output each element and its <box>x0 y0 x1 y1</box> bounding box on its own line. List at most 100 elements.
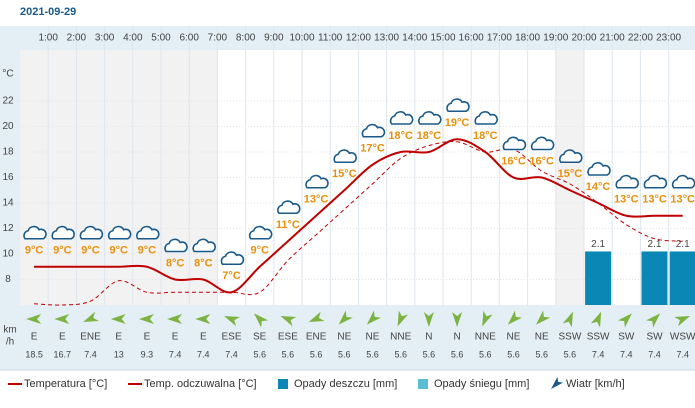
hour-label: 12:00 <box>346 33 371 44</box>
temp-label: 11°C <box>276 219 300 231</box>
weather-icon <box>23 225 47 240</box>
wind-arrow <box>590 311 602 328</box>
wind-arrow <box>617 313 632 328</box>
hour-label: 6:00 <box>179 33 199 44</box>
wind-unit: /h <box>6 337 14 348</box>
temp-label: 9°C <box>109 245 128 257</box>
wind-speed: 7.4 <box>84 349 97 359</box>
wind-direction: NE <box>366 332 380 343</box>
wind-arrow <box>674 315 691 327</box>
wind-direction: WSW <box>670 332 695 343</box>
y-tick-label: 18 <box>2 147 14 158</box>
temp-label: 13°C <box>642 194 667 206</box>
wind-direction: ENE <box>80 332 101 343</box>
hour-label: 15:00 <box>430 33 455 44</box>
wind-speed: 7.4 <box>592 349 605 359</box>
legend-label: Opady śniegu [mm] <box>434 378 529 390</box>
wind-speed: 5.6 <box>282 349 295 359</box>
weather-icon <box>277 200 301 215</box>
hour-label: 20:00 <box>571 33 596 44</box>
wind-arrow <box>138 314 154 324</box>
hour-label: 4:00 <box>123 33 143 44</box>
weather-icon <box>305 174 329 189</box>
hour-label: 13:00 <box>374 33 399 44</box>
weather-icon <box>502 136 527 151</box>
weather-icon <box>333 149 357 164</box>
precip-label: 2.1 <box>648 239 662 250</box>
y-tick-label: 10 <box>2 249 14 260</box>
weather-icon <box>474 111 498 125</box>
precip-bar <box>585 251 612 305</box>
temp-label: 14°C <box>586 181 611 193</box>
weather-icon <box>643 174 668 189</box>
weather-icon <box>107 225 132 240</box>
temp-label: 16°C <box>529 155 554 167</box>
wind-arrow <box>338 310 353 325</box>
wind-arrow <box>308 311 325 323</box>
wind-speed: 5.6 <box>564 349 577 359</box>
weather-icon <box>389 111 414 125</box>
temp-label: 13°C <box>614 194 639 206</box>
temp-label: 15°C <box>332 168 357 180</box>
wind-arrow <box>507 310 522 325</box>
temp-label: 9°C <box>250 245 269 257</box>
hour-label: 23:00 <box>656 33 681 44</box>
wind-speed: 7.4 <box>225 349 238 359</box>
hour-label: 2:00 <box>67 33 87 44</box>
wind-arrow <box>423 312 434 327</box>
hour-label: 1:00 <box>38 33 58 44</box>
hour-label: 14:00 <box>402 33 427 44</box>
temp-label: 7°C <box>222 270 241 282</box>
wind-speed: 5.6 <box>366 349 379 359</box>
legend-swatch <box>418 379 428 389</box>
wind-speed: 7.4 <box>648 349 661 359</box>
temp-label: 8°C <box>166 257 185 269</box>
temp-label: 13°C <box>670 194 695 206</box>
weather-icon <box>192 238 216 253</box>
temp-label: 8°C <box>194 257 213 269</box>
weather-icon <box>418 111 442 125</box>
temp-label: 9°C <box>25 245 44 257</box>
legend-label: Opady deszczu [mm] <box>294 378 397 390</box>
hour-label: 7:00 <box>208 33 228 44</box>
wind-arrow <box>280 315 297 327</box>
weather-icon <box>248 225 273 240</box>
wind-arrow <box>562 311 573 328</box>
weather-icon <box>587 162 611 176</box>
wind-arrow <box>452 312 463 327</box>
hour-label: 18:00 <box>515 33 540 44</box>
wind-arrow <box>83 311 99 323</box>
wind-arrow <box>54 314 70 324</box>
y-tick-label: 22 <box>2 96 14 107</box>
precip-label: 2.1 <box>676 239 690 250</box>
wind-speed: 7.4 <box>620 349 633 359</box>
wind-arrow <box>110 314 126 324</box>
wind-direction: E <box>200 332 207 343</box>
wind-speed: 7.4 <box>676 349 689 359</box>
wind-speed: 7.4 <box>169 349 182 359</box>
wind-unit: km <box>3 325 16 336</box>
weather-icon <box>136 225 160 240</box>
precip-bar <box>641 251 668 305</box>
y-tick-label: 8 <box>5 274 11 285</box>
wind-direction: SSW <box>559 332 582 343</box>
legend-swatch <box>278 379 288 389</box>
wind-direction: E <box>172 332 179 343</box>
temp-label: 13°C <box>304 194 329 206</box>
wind-arrow <box>646 313 661 328</box>
wind-direction: E <box>144 332 151 343</box>
night-shade <box>20 50 217 305</box>
weather-icon <box>51 225 75 240</box>
wind-direction: E <box>59 332 66 343</box>
wind-arrow <box>224 315 240 327</box>
temp-label: 18°C <box>417 130 442 142</box>
wind-direction: ESE <box>221 332 241 343</box>
legend-label: Wiatr [km/h] <box>566 378 625 390</box>
wind-direction: NE <box>337 332 351 343</box>
legend-label: Temp. odczuwalna [°C] <box>144 378 257 390</box>
y-unit: °C <box>2 69 13 80</box>
temp-label: 18°C <box>388 130 413 142</box>
y-tick-label: 14 <box>2 198 14 209</box>
wind-direction: SW <box>618 332 635 343</box>
